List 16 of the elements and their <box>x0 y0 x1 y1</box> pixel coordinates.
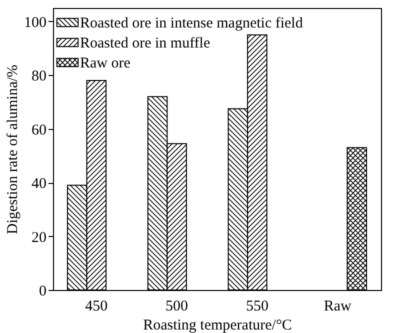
y-tick-label: 80 <box>32 68 46 85</box>
y-axis-title: Digestion rate of alumina/% <box>5 64 21 234</box>
x-tick-label: 450 <box>85 298 108 314</box>
y-tick-label: 0 <box>39 284 46 300</box>
y-tick-label: 20 <box>32 230 46 246</box>
y-tick-label: 40 <box>32 176 46 192</box>
legend-label: Roasted ore in intense magnetic field <box>80 16 304 32</box>
y-tick-label: 60 <box>32 122 46 138</box>
bar <box>346 147 368 290</box>
y-tick-label: 100 <box>24 14 46 31</box>
x-tick-label: Raw <box>324 298 352 314</box>
x-axis-title: Roasting temperature/°C <box>143 318 292 333</box>
legend-label: Raw ore <box>80 56 131 72</box>
x-tick-label: 500 <box>166 298 188 314</box>
x-tick-label: 550 <box>246 298 268 314</box>
legend-label: Roasted ore in muffle <box>80 36 210 52</box>
